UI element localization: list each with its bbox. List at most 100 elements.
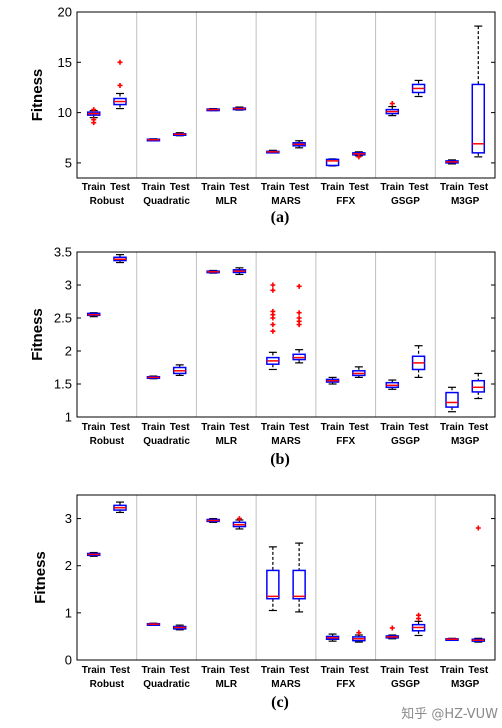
box-quadratic-train [146, 375, 161, 380]
y-tick-label: 20 [58, 5, 72, 20]
x-sub-label: Test [289, 422, 309, 433]
box-mars-train [266, 282, 280, 371]
x-sub-label: Test [468, 182, 488, 193]
x-sub-label: Train [82, 422, 106, 433]
x-sub-label: Train [261, 665, 285, 676]
box-gsgp-train [385, 625, 400, 640]
box-quadratic-train [146, 622, 161, 626]
y-axis-label: Fitness [32, 551, 49, 604]
outlier-point [270, 282, 276, 288]
x-sub-label: Test [468, 665, 488, 676]
x-sub-label: Train [380, 182, 404, 193]
box-quadratic-test [172, 132, 187, 137]
x-sub-label: Test [230, 665, 250, 676]
outlier-point [236, 516, 242, 522]
box-mlr-train [206, 107, 220, 112]
y-axis-label: Fitness [29, 308, 46, 361]
x-sub-label: Train [201, 182, 225, 193]
box-ffx-test [352, 630, 366, 643]
panel-label: (c) [271, 694, 289, 711]
x-group-label: GSGP [391, 196, 420, 207]
box-gsgp-train [385, 101, 400, 117]
box-gsgp-test [411, 79, 426, 98]
x-group-label: MARS [271, 436, 301, 447]
x-group-label: Quadratic [143, 679, 190, 690]
outlier-point [296, 310, 302, 316]
y-tick-label: 10 [58, 105, 72, 120]
x-group-label: MLR [215, 196, 237, 207]
panel-label: (b) [270, 451, 290, 468]
outlier-point [416, 612, 422, 618]
x-sub-label: Test [170, 422, 190, 433]
outlier-point [117, 82, 123, 88]
x-sub-label: Test [409, 182, 429, 193]
box-robust-test [113, 59, 127, 110]
x-group-label: M3GP [451, 196, 480, 207]
box-m3gp-test [471, 372, 486, 400]
outlier-point [270, 308, 276, 314]
y-tick-label: 3 [65, 511, 72, 526]
x-group-label: Quadratic [143, 196, 190, 207]
box-iqr [325, 158, 340, 167]
x-group-label: M3GP [451, 436, 480, 447]
box-robust-test [113, 254, 127, 264]
box-m3gp-train [445, 386, 459, 413]
x-group-label: MARS [271, 196, 301, 207]
box-mlr-train [206, 269, 220, 274]
y-tick-label: 1.5 [54, 377, 72, 392]
boxplot-panel-1: 5 10 15 20 Fitness Train Test Robust Train Test Qu… [29, 5, 496, 226]
box-ffx-train [325, 158, 340, 167]
x-group-label: MLR [215, 436, 237, 447]
outlier-point [356, 630, 362, 636]
outlier-point [475, 525, 481, 531]
y-tick-label: 2.5 [54, 311, 72, 326]
x-sub-label: Test [349, 182, 369, 193]
box-gsgp-test [411, 345, 426, 378]
x-sub-label: Train [141, 182, 165, 193]
x-group-label: Quadratic [143, 436, 190, 447]
x-group-label: M3GP [451, 679, 480, 690]
box-iqr [292, 569, 306, 600]
box-mars-train [266, 546, 280, 612]
x-sub-label: Train [201, 422, 225, 433]
outlier-point [356, 154, 362, 160]
x-sub-label: Test [110, 422, 130, 433]
x-sub-label: Test [468, 422, 488, 433]
x-group-label: MARS [271, 679, 301, 690]
y-tick-label: 3.5 [54, 245, 72, 260]
x-sub-label: Test [289, 665, 309, 676]
x-sub-label: Test [110, 182, 130, 193]
x-sub-label: Train [321, 182, 345, 193]
x-sub-label: Train [261, 182, 285, 193]
box-robust-train [86, 312, 101, 318]
x-sub-label: Test [170, 182, 190, 193]
box-mlr-train [206, 517, 220, 523]
x-group-label: FFX [336, 436, 355, 447]
box-mlr-test [232, 106, 247, 111]
x-sub-label: Train [82, 182, 106, 193]
box-gsgp-test [411, 612, 426, 637]
x-sub-label: Test [409, 665, 429, 676]
x-sub-label: Test [230, 182, 250, 193]
watermark: 知乎 @HZ-VUW [401, 706, 498, 722]
plot-frame [76, 251, 496, 418]
x-sub-label: Test [230, 422, 250, 433]
x-sub-label: Train [321, 665, 345, 676]
box-iqr [471, 83, 486, 154]
box-m3gp-test [471, 525, 486, 643]
box-robust-test [113, 501, 127, 514]
x-sub-label: Train [201, 665, 225, 676]
plot-frame [76, 11, 496, 179]
x-sub-label: Test [110, 665, 130, 676]
box-quadratic-train [146, 138, 161, 142]
box-mlr-test [232, 516, 247, 530]
box-robust-train [86, 107, 101, 126]
x-group-label: FFX [336, 679, 355, 690]
y-tick-label: 1 [65, 605, 72, 620]
box-mars-test [292, 283, 306, 364]
y-axis-label: Fitness [29, 69, 46, 122]
plot-frame [76, 494, 496, 661]
y-tick-label: 3 [65, 278, 72, 293]
y-tick-label: 1 [65, 410, 72, 425]
